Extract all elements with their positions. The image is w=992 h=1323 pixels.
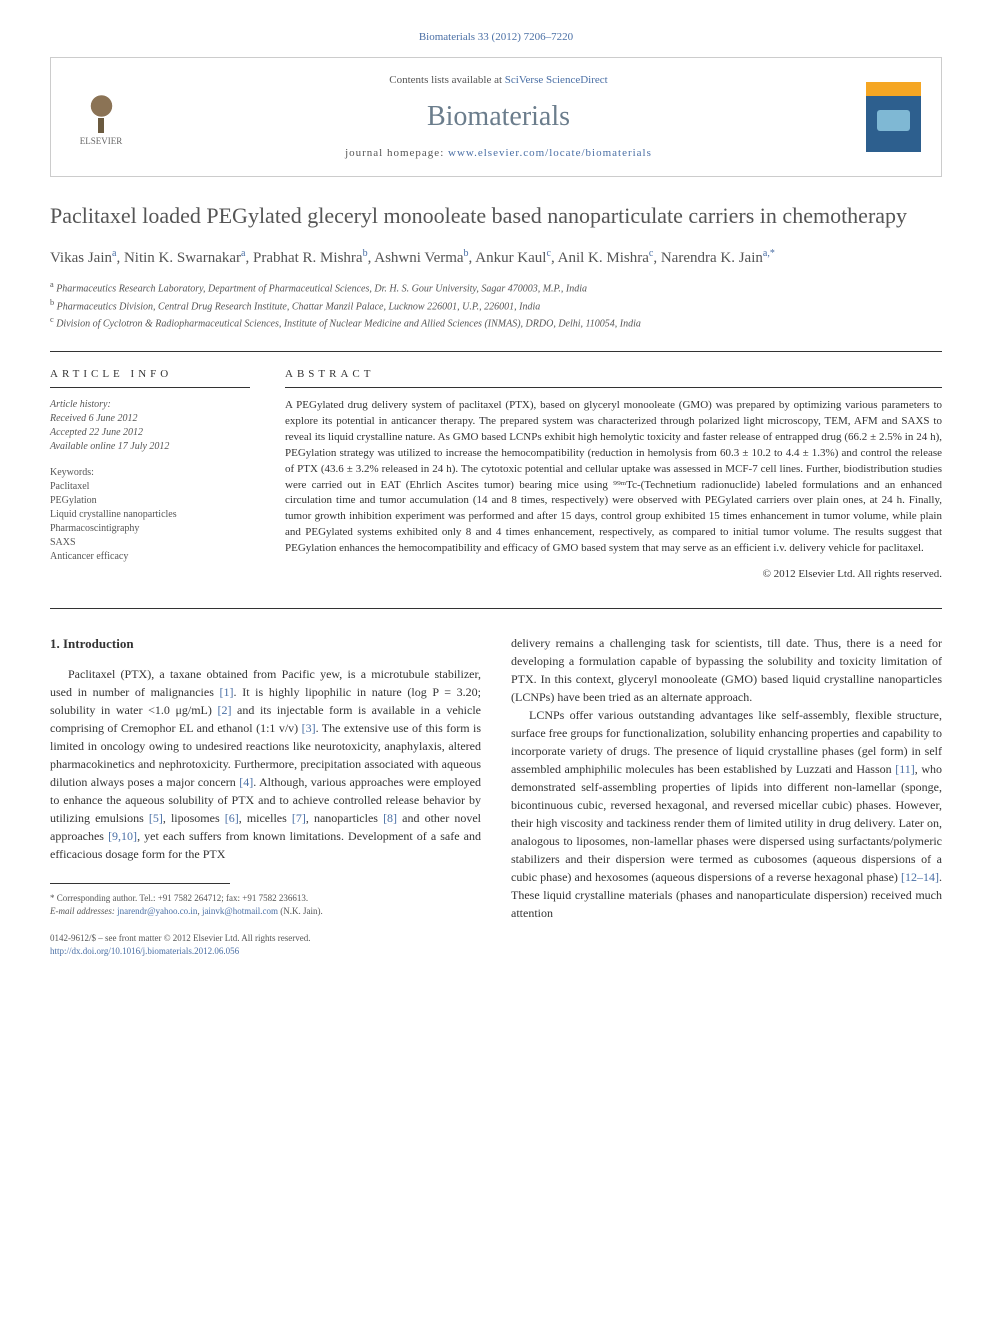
author-name: Ankur Kaul bbox=[475, 250, 546, 266]
affiliation-line: a Pharmaceutics Research Laboratory, Dep… bbox=[50, 279, 942, 296]
reference-link[interactable]: [8] bbox=[383, 811, 397, 825]
introduction-heading: 1. Introduction bbox=[50, 634, 481, 654]
intro-paragraph-2b: LCNPs offer various outstanding advantag… bbox=[511, 706, 942, 922]
article-info-column: ARTICLE INFO Article history: Received 6… bbox=[50, 367, 250, 582]
section-divider bbox=[50, 351, 942, 352]
body-column-left: 1. Introduction Paclitaxel (PTX), a taxa… bbox=[50, 634, 481, 958]
article-history: Article history: Received 6 June 2012Acc… bbox=[50, 398, 250, 454]
author-name: Nitin K. Swarnakar bbox=[124, 250, 241, 266]
reference-link[interactable]: [7] bbox=[292, 811, 306, 825]
abstract-copyright: © 2012 Elsevier Ltd. All rights reserved… bbox=[285, 567, 942, 582]
author-affil-sup: b bbox=[363, 248, 368, 259]
reference-link[interactable]: [12–14] bbox=[901, 870, 939, 884]
email-link-2[interactable]: jainvk@hotmail.com bbox=[202, 906, 278, 916]
history-label: Article history: bbox=[50, 398, 250, 412]
author-name: Vikas Jain bbox=[50, 250, 112, 266]
author-affil-sup: b bbox=[464, 248, 469, 259]
homepage-line: journal homepage: www.elsevier.com/locat… bbox=[131, 146, 866, 161]
header-center: Contents lists available at SciVerse Sci… bbox=[131, 73, 866, 161]
reference-link[interactable]: [9,10] bbox=[108, 829, 137, 843]
body-column-right: delivery remains a challenging task for … bbox=[511, 634, 942, 958]
reference-link[interactable]: [6] bbox=[225, 811, 239, 825]
section-divider-2 bbox=[50, 608, 942, 609]
affiliation-line: c Division of Cyclotron & Radiopharmaceu… bbox=[50, 314, 942, 331]
author-affil-sup: a bbox=[241, 248, 245, 259]
keyword-item: Paclitaxel bbox=[50, 480, 250, 494]
issn-line: 0142-9612/$ – see front matter © 2012 El… bbox=[50, 932, 481, 945]
journal-header-box: ELSEVIER Contents lists available at Sci… bbox=[50, 57, 942, 177]
email-label: E-mail addresses: bbox=[50, 906, 117, 916]
citation-header: Biomaterials 33 (2012) 7206–7220 bbox=[50, 30, 942, 45]
author-name: Ashwni Verma bbox=[374, 250, 463, 266]
intro-paragraph-1: Paclitaxel (PTX), a taxane obtained from… bbox=[50, 665, 481, 863]
author-name: Anil K. Mishra bbox=[558, 250, 649, 266]
elsevier-tree-icon bbox=[79, 88, 124, 133]
affiliations-list: a Pharmaceutics Research Laboratory, Dep… bbox=[50, 279, 942, 331]
journal-name: Biomaterials bbox=[131, 97, 866, 136]
keyword-item: Anticancer efficacy bbox=[50, 550, 250, 564]
author-name: Narendra K. Jain bbox=[661, 250, 763, 266]
article-info-heading: ARTICLE INFO bbox=[50, 367, 250, 387]
reference-link[interactable]: [4] bbox=[239, 775, 253, 789]
reference-link[interactable]: [2] bbox=[217, 703, 231, 717]
keyword-item: PEGylation bbox=[50, 494, 250, 508]
affiliation-line: b Pharmaceutics Division, Central Drug R… bbox=[50, 297, 942, 314]
issn-doi-block: 0142-9612/$ – see front matter © 2012 El… bbox=[50, 932, 481, 957]
contents-text: Contents lists available at bbox=[389, 74, 504, 86]
author-name: Prabhat R. Mishra bbox=[253, 250, 363, 266]
author-affil-sup: c bbox=[546, 248, 550, 259]
doi-link[interactable]: http://dx.doi.org/10.1016/j.biomaterials… bbox=[50, 946, 239, 956]
body-two-column: 1. Introduction Paclitaxel (PTX), a taxa… bbox=[50, 634, 942, 958]
keywords-label: Keywords: bbox=[50, 466, 250, 480]
keyword-item: Liquid crystalline nanoparticles bbox=[50, 508, 250, 522]
footnote-divider bbox=[50, 883, 230, 884]
abstract-heading: ABSTRACT bbox=[285, 367, 942, 387]
info-abstract-row: ARTICLE INFO Article history: Received 6… bbox=[50, 367, 942, 582]
history-line: Available online 17 July 2012 bbox=[50, 440, 250, 454]
email-suffix: (N.K. Jain). bbox=[278, 906, 323, 916]
reference-link[interactable]: [11] bbox=[895, 762, 915, 776]
keyword-item: SAXS bbox=[50, 536, 250, 550]
author-affil-sup: a,* bbox=[763, 248, 775, 259]
author-affil-sup: c bbox=[649, 248, 653, 259]
email-line: E-mail addresses: jnarendr@yahoo.co.in, … bbox=[50, 905, 481, 918]
reference-link[interactable]: [3] bbox=[302, 721, 316, 735]
elsevier-label: ELSEVIER bbox=[80, 135, 123, 148]
contents-available-line: Contents lists available at SciVerse Sci… bbox=[131, 73, 866, 88]
journal-cover-thumbnail bbox=[866, 82, 921, 152]
homepage-link[interactable]: www.elsevier.com/locate/biomaterials bbox=[448, 147, 652, 159]
elsevier-logo: ELSEVIER bbox=[71, 82, 131, 152]
abstract-column: ABSTRACT A PEGylated drug delivery syste… bbox=[285, 367, 942, 582]
sciencedirect-link[interactable]: SciVerse ScienceDirect bbox=[505, 74, 608, 86]
keywords-section: Keywords: PaclitaxelPEGylationLiquid cry… bbox=[50, 466, 250, 564]
keyword-item: Pharmacoscintigraphy bbox=[50, 522, 250, 536]
article-title: Paclitaxel loaded PEGylated gleceryl mon… bbox=[50, 202, 942, 231]
reference-link[interactable]: [1] bbox=[220, 685, 234, 699]
corresponding-author-note: * Corresponding author. Tel.: +91 7582 2… bbox=[50, 892, 481, 917]
history-line: Received 6 June 2012 bbox=[50, 412, 250, 426]
email-link-1[interactable]: jnarendr@yahoo.co.in bbox=[117, 906, 197, 916]
homepage-label: journal homepage: bbox=[345, 147, 448, 159]
corresponding-line: * Corresponding author. Tel.: +91 7582 2… bbox=[50, 892, 481, 905]
intro-paragraph-2a: delivery remains a challenging task for … bbox=[511, 634, 942, 706]
author-affil-sup: a bbox=[112, 248, 116, 259]
history-line: Accepted 22 June 2012 bbox=[50, 426, 250, 440]
authors-list: Vikas Jaina, Nitin K. Swarnakara, Prabha… bbox=[50, 246, 942, 270]
abstract-text: A PEGylated drug delivery system of pacl… bbox=[285, 398, 942, 557]
reference-link[interactable]: [5] bbox=[149, 811, 163, 825]
